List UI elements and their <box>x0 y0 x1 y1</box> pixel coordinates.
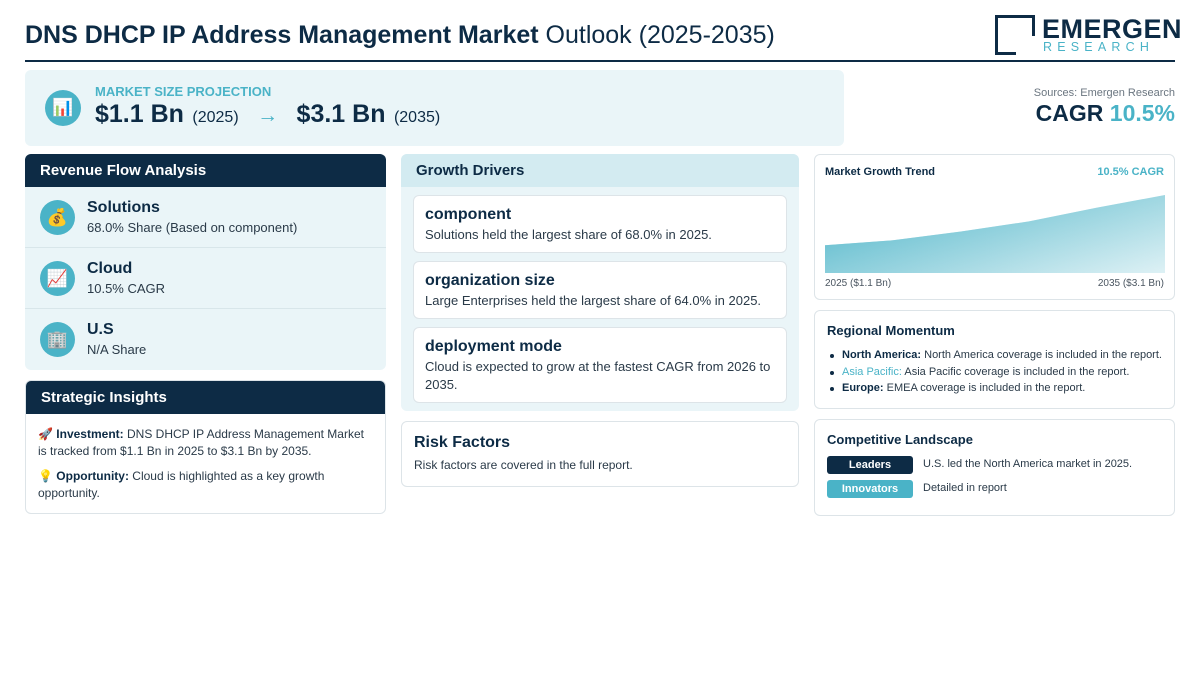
growth-drivers-card: Growth Drivers component Solutions held … <box>401 154 799 411</box>
insight-investment-text: DNS DHCP IP Address Management Market is… <box>38 427 364 458</box>
revenue-item-solutions: 💰 Solutions 68.0% Share (Based on compon… <box>25 187 386 248</box>
revenue-item-title: Cloud <box>87 260 133 277</box>
projection-start-year: (2025) <box>192 109 239 126</box>
strategic-insights-card: Strategic Insights 🚀 Investment: DNS DHC… <box>25 380 386 514</box>
competitive-row-leaders: Leaders U.S. led the North America marke… <box>827 456 1162 480</box>
innovators-badge: Innovators <box>827 480 913 498</box>
region-north-america: North America: North America coverage is… <box>827 347 1162 364</box>
logo-subtitle: RESEARCH <box>1043 40 1155 54</box>
chart-title: Market Growth Trend <box>825 166 936 178</box>
growth-area-shade <box>825 195 1165 273</box>
chart-icon: 📊 <box>45 90 81 126</box>
chart-end-label: 2035 ($3.1 Bn) <box>1097 278 1164 289</box>
regional-list: North America: North America coverage is… <box>827 347 1162 397</box>
page-title-suffix: Outlook (2025-2035) <box>538 21 775 49</box>
regional-momentum-card: Regional Momentum North America: North A… <box>814 310 1175 409</box>
revenue-item-subtitle: 68.0% Share (Based on component) <box>87 220 298 235</box>
insight-investment: 🚀 Investment: DNS DHCP IP Address Manage… <box>38 426 373 460</box>
arrow-right-icon: → <box>257 104 279 127</box>
region-text: North America coverage is included in th… <box>921 349 1162 361</box>
projection-values: $1.1 Bn (2025) → $3.1 Bn (2035) <box>95 100 440 129</box>
page-title-main: DNS DHCP IP Address Management Market <box>25 21 539 49</box>
driver-deployment-mode: deployment mode Cloud is expected to gro… <box>413 327 787 403</box>
driver-text: Solutions held the largest share of 68.0… <box>425 227 712 242</box>
region-text: EMEA coverage is included in the report. <box>883 382 1086 394</box>
competitive-landscape-title: Competitive Landscape <box>827 432 973 447</box>
money-bag-icon: 💰 <box>40 200 75 235</box>
cagr-headline: CAGR 10.5% <box>1036 100 1175 127</box>
driver-text: Large Enterprises held the largest share… <box>425 293 762 308</box>
driver-text: Cloud is expected to grow at the fastest… <box>425 359 771 392</box>
competitive-landscape-card: Competitive Landscape Leaders U.S. led t… <box>814 419 1175 516</box>
risk-factors-card: Risk Factors Risk factors are covered in… <box>401 421 799 487</box>
revenue-flow-title: Revenue Flow Analysis <box>25 154 386 187</box>
region-asia-pacific: Asia Pacific: Asia Pacific coverage is i… <box>827 364 1162 381</box>
strategic-insights-body: 🚀 Investment: DNS DHCP IP Address Manage… <box>26 414 385 502</box>
cagr-value: 10.5% <box>1109 100 1175 126</box>
growth-drivers-title: Growth Drivers <box>401 154 799 187</box>
risk-factors-text: Risk factors are covered in the full rep… <box>414 458 633 472</box>
competitive-row-innovators: Innovators Detailed in report <box>827 480 1162 504</box>
page-header: DNS DHCP IP Address Management Market Ou… <box>25 12 1182 62</box>
insight-opportunity: 💡 Opportunity: Cloud is highlighted as a… <box>38 468 373 502</box>
region-label: Asia Pacific: <box>842 365 902 378</box>
insight-opportunity-text: Cloud is highlighted as a key growth opp… <box>38 469 325 500</box>
trend-up-icon: 📈 <box>40 261 75 296</box>
driver-component: component Solutions held the largest sha… <box>413 195 787 253</box>
page-title: DNS DHCP IP Address Management Market Ou… <box>25 21 775 50</box>
regional-momentum-title: Regional Momentum <box>827 323 955 338</box>
strategic-insights-title: Strategic Insights <box>26 381 385 414</box>
projection-start-value: $1.1 Bn <box>95 100 184 128</box>
risk-factors-title: Risk Factors <box>414 434 511 451</box>
revenue-item-subtitle: 10.5% CAGR <box>87 281 166 296</box>
innovators-text: Detailed in report <box>923 482 1007 494</box>
growth-area-chart <box>825 195 1165 273</box>
leaders-badge: Leaders <box>827 456 913 474</box>
lightbulb-icon: 💡 <box>38 469 53 483</box>
market-growth-trend-card: Market Growth Trend 10.5% CAGR 2025 ($1.… <box>814 154 1175 300</box>
region-text: Asia Pacific coverage is included in the… <box>901 365 1130 378</box>
logo-name: EMERGEN <box>1042 14 1183 44</box>
region-label: North America: <box>842 349 922 361</box>
market-size-projection: 📊 MARKET SIZE PROJECTION $1.1 Bn (2025) … <box>25 70 844 146</box>
driver-organization-size: organization size Large Enterprises held… <box>413 261 787 319</box>
region-label: Europe: <box>842 382 884 394</box>
revenue-item-us: 🏢 U.S N/A Share <box>25 309 386 370</box>
insight-opportunity-label: Opportunity: <box>56 469 129 483</box>
chart-cagr-badge: 10.5% CAGR <box>1097 166 1164 178</box>
emergen-logo: EMERGEN RESEARCH <box>995 14 1182 56</box>
projection-end-value: $3.1 Bn <box>296 100 386 128</box>
driver-title: deployment mode <box>425 338 562 355</box>
projection-label: MARKET SIZE PROJECTION <box>95 84 272 99</box>
region-europe: Europe: EMEA coverage is included in the… <box>827 380 1162 397</box>
leaders-text: U.S. led the North America market in 202… <box>923 458 1133 470</box>
chart-start-label: 2025 ($1.1 Bn) <box>825 278 892 289</box>
logo-mark-icon <box>995 15 1035 55</box>
building-icon: 🏢 <box>40 322 75 357</box>
revenue-item-title: Solutions <box>87 199 160 216</box>
revenue-item-title: U.S <box>87 321 114 338</box>
projection-end-year: (2035) <box>393 109 441 126</box>
driver-title: component <box>425 206 512 223</box>
insight-investment-label: Investment: <box>56 427 124 441</box>
driver-title: organization size <box>425 272 555 289</box>
cagr-label: CAGR <box>1035 100 1104 126</box>
revenue-flow-card: Revenue Flow Analysis 💰 Solutions 68.0% … <box>25 154 386 370</box>
revenue-item-cloud: 📈 Cloud 10.5% CAGR <box>25 248 386 309</box>
rocket-icon: 🚀 <box>38 427 53 441</box>
revenue-item-subtitle: N/A Share <box>87 342 147 357</box>
sources-note: Sources: Emergen Research <box>1033 87 1175 99</box>
